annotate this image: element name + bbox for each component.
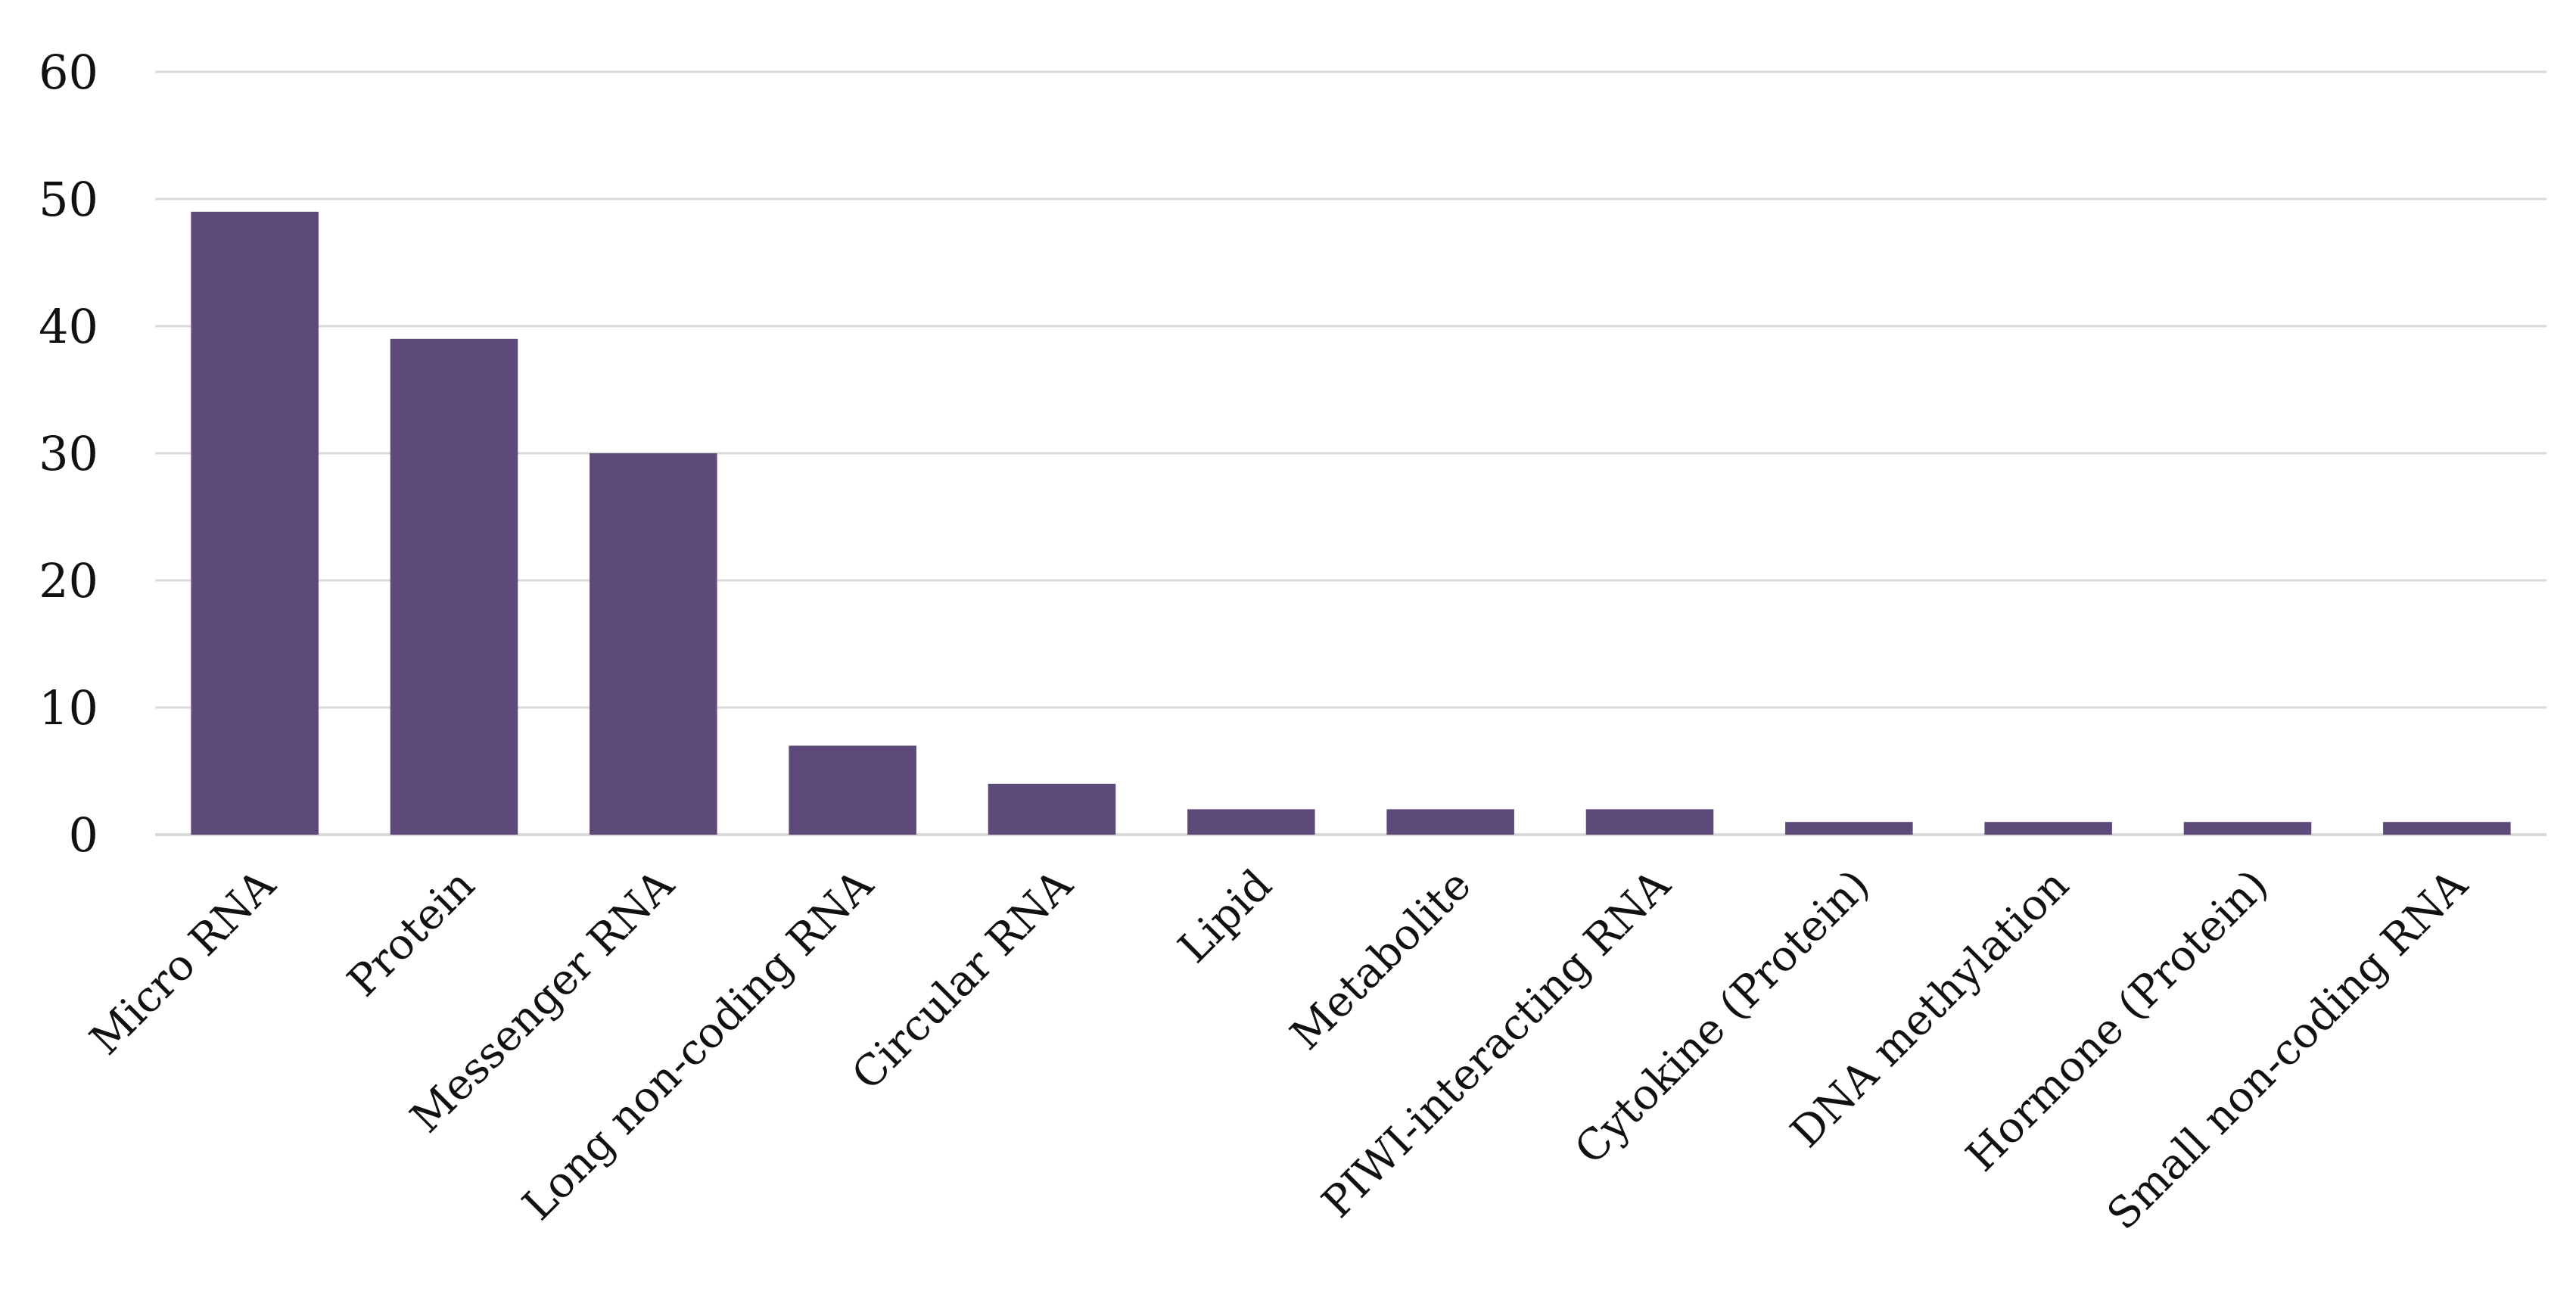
y-axis-ticks: 0 10 20 30 40 50 60 <box>39 45 98 863</box>
bar-lipid <box>1187 809 1315 835</box>
bar-micro-rna <box>191 211 319 835</box>
bar-hormone-protein <box>2183 822 2312 835</box>
bar-piwi-interacting-rna <box>1585 809 1714 835</box>
x-category-label: PIWI-interacting RNA <box>1313 860 1681 1228</box>
x-category-label: Lipid <box>1169 860 1281 972</box>
y-tick-label-50: 50 <box>39 172 98 227</box>
bars <box>191 211 2511 835</box>
x-category-label: Metabolite <box>1281 860 1480 1059</box>
y-tick-label-60: 60 <box>39 45 98 100</box>
bar-messenger-rna <box>590 453 717 835</box>
bar-dna-methylation <box>1984 822 2112 835</box>
bar-protein <box>390 338 518 835</box>
y-tick-label-20: 20 <box>39 553 98 608</box>
y-tick-label-30: 30 <box>39 426 98 481</box>
bar-cytokine-protein <box>1785 822 1913 835</box>
y-tick-label-40: 40 <box>39 299 98 354</box>
gridlines <box>155 70 2546 836</box>
bar-circular-rna <box>988 783 1116 835</box>
x-category-label: Micro RNA <box>81 860 285 1065</box>
x-category-label: Protein <box>338 860 484 1006</box>
bar-metabolite <box>1386 809 1514 835</box>
y-tick-label-10: 10 <box>39 680 98 736</box>
x-category-label: Small non-coding RNA <box>2098 860 2477 1240</box>
bar-small-non-coding-rna <box>2383 822 2511 835</box>
bar-long-non-coding-rna <box>789 745 916 835</box>
y-tick-label-0: 0 <box>69 807 98 863</box>
x-category-label: Long non-coding RNA <box>513 860 883 1230</box>
